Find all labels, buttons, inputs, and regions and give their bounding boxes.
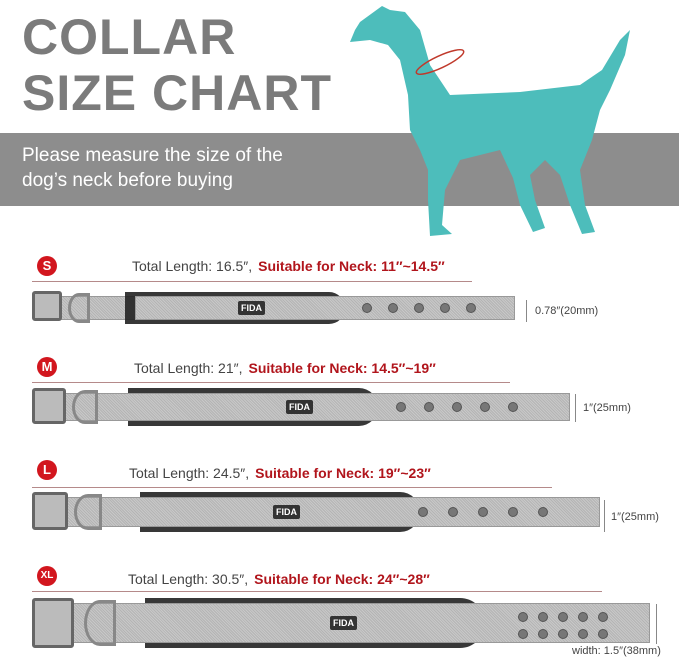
subtitle-line1: Please measure the size of the [22, 145, 283, 166]
brand-logo: FIDA [238, 301, 265, 315]
total-length: Total Length: 21″, [134, 360, 243, 376]
size-badge-l: L [37, 460, 57, 480]
measure-line [32, 591, 602, 592]
size-xl-text: Total Length: 30.5″, Suitable for Neck: 2… [128, 571, 430, 587]
width-l: 1″(25mm) [611, 511, 659, 523]
total-length: Total Length: 24.5″, [129, 465, 250, 481]
dog-silhouette-icon [350, 6, 630, 236]
neck-range: Suitable for Neck: 19″~23″ [255, 465, 431, 481]
brand-logo: FIDA [273, 505, 300, 519]
total-length: Total Length: 16.5″, [132, 258, 253, 274]
neck-range: Suitable for Neck: 14.5″~19″ [248, 360, 436, 376]
neck-range: Suitable for Neck: 24″~28″ [254, 571, 430, 587]
measure-line [32, 281, 472, 282]
title-line2: SIZE CHART [22, 65, 332, 121]
size-s-text: Total Length: 16.5″, Suitable for Neck: 1… [132, 258, 445, 274]
size-l-text: Total Length: 24.5″, Suitable for Neck: 1… [129, 465, 431, 481]
brand-logo: FIDA [330, 616, 357, 630]
total-length: Total Length: 30.5″, [128, 571, 249, 587]
width-m: 1″(25mm) [583, 402, 631, 414]
size-badge-m: M [37, 357, 57, 377]
title-line1: COLLAR [22, 9, 237, 65]
width-xl: width: 1.5″(38mm) [572, 645, 661, 657]
width-s: 0.78″(20mm) [535, 305, 599, 317]
measure-line [32, 487, 552, 488]
measure-line [32, 382, 510, 383]
size-badge-xl: XL [37, 566, 57, 586]
brand-logo: FIDA [286, 400, 313, 414]
neck-range: Suitable for Neck: 11″~14.5″ [258, 258, 445, 274]
size-m-text: Total Length: 21″, Suitable for Neck: 14.… [134, 360, 436, 376]
subtitle-line2: dog’s neck before buying [22, 170, 233, 191]
size-badge-s: S [37, 256, 57, 276]
